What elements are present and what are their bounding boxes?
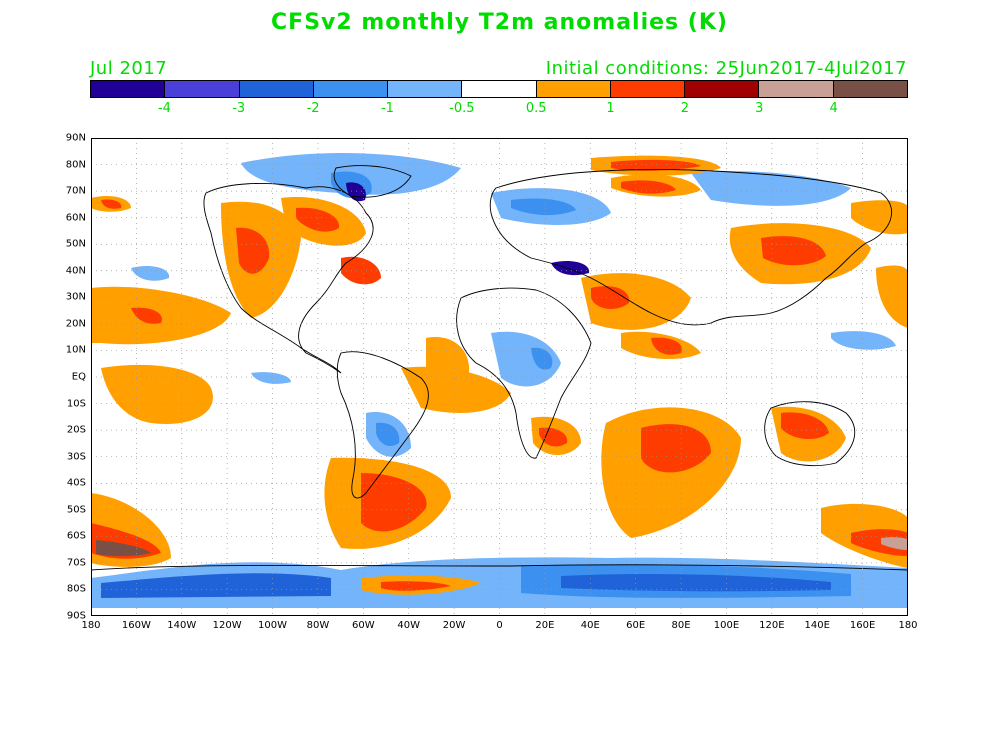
colorbar-cell [610, 81, 686, 97]
colorbar-label: -1 [380, 101, 394, 116]
coastlines [91, 165, 908, 571]
graticule [91, 138, 908, 616]
colorbar-cell [462, 81, 537, 97]
colorbar-cell [91, 81, 166, 97]
initial-conditions: Initial conditions: 25Jun2017-4Jul2017 [545, 58, 907, 79]
latitude-label: 10S [66, 398, 86, 410]
latitude-label: 10N [65, 344, 86, 356]
longitude-label: 100E [713, 620, 740, 631]
map-frame [91, 138, 908, 616]
colorbar-label: -3 [232, 101, 246, 116]
anomaly-patches [91, 152, 908, 608]
colorbar-cell [536, 81, 611, 97]
longitude-label: 40W [397, 620, 421, 631]
colorbar-cell [313, 81, 389, 97]
longitude-label: 80W [306, 620, 330, 631]
longitude-label: 20E [535, 620, 555, 631]
longitude-label: 140W [167, 620, 197, 631]
colorbar-label: 0.5 [525, 101, 547, 116]
colorbar-cell [833, 81, 907, 97]
latitude-label: 70S [66, 557, 86, 569]
latitude-label: 80S [66, 583, 86, 595]
latitude-label: 30S [66, 451, 86, 463]
longitude-label: 100W [258, 620, 288, 631]
colorbar-cell [759, 81, 834, 97]
colorbar-label: -0.5 [449, 101, 475, 116]
longitude-label: 180 [81, 620, 101, 631]
colorbar-label: -2 [306, 101, 320, 116]
latitude-label: 60N [65, 212, 86, 224]
colorbar-label: 2 [680, 101, 690, 116]
latitude-label: 40N [65, 265, 86, 277]
colorbar-cell [685, 81, 760, 97]
latitude-label: 70N [65, 185, 86, 197]
colorbar-label: -4 [157, 101, 171, 116]
colorbar-label: 1 [606, 101, 615, 116]
latitude-label: 90N [65, 132, 86, 144]
longitude-label: 60W [352, 620, 375, 631]
longitude-label: 80E [671, 620, 691, 631]
colorbar-cell [165, 81, 240, 97]
longitude-label: 140E [804, 620, 830, 631]
colorbar-label: 3 [755, 101, 764, 116]
forecast-month: Jul 2017 [90, 58, 168, 79]
colorbar [90, 80, 908, 98]
latitude-label: 50S [66, 504, 86, 516]
latitude-label: 90S [66, 610, 86, 622]
latitude-label: 20S [66, 424, 86, 436]
colorbar-cell [388, 81, 463, 97]
latitude-label: 50N [65, 238, 86, 250]
longitude-label: 40E [580, 620, 600, 631]
colorbar-label: 4 [829, 101, 838, 116]
longitude-label: 60E [626, 620, 646, 631]
longitude-label: 0 [496, 620, 503, 631]
colorbar-cell [239, 81, 314, 97]
longitude-label: 120W [212, 620, 242, 631]
longitude-label: 120E [759, 620, 785, 631]
latitude-label: 80N [65, 159, 86, 171]
longitude-label: 180 [898, 620, 918, 631]
latitude-label: EQ [71, 371, 86, 383]
latitude-label: 30N [65, 291, 86, 303]
chart-title: CFSv2 monthly T2m anomalies (K) [271, 10, 728, 35]
latitude-label: 20N [65, 318, 86, 330]
longitude-label: 160W [121, 620, 151, 631]
latitude-label: 60S [66, 530, 86, 542]
latitude-label: 40S [66, 477, 86, 489]
longitude-label: 160E [849, 620, 876, 631]
longitude-label: 20W [442, 620, 466, 631]
anomaly-map [91, 138, 908, 616]
